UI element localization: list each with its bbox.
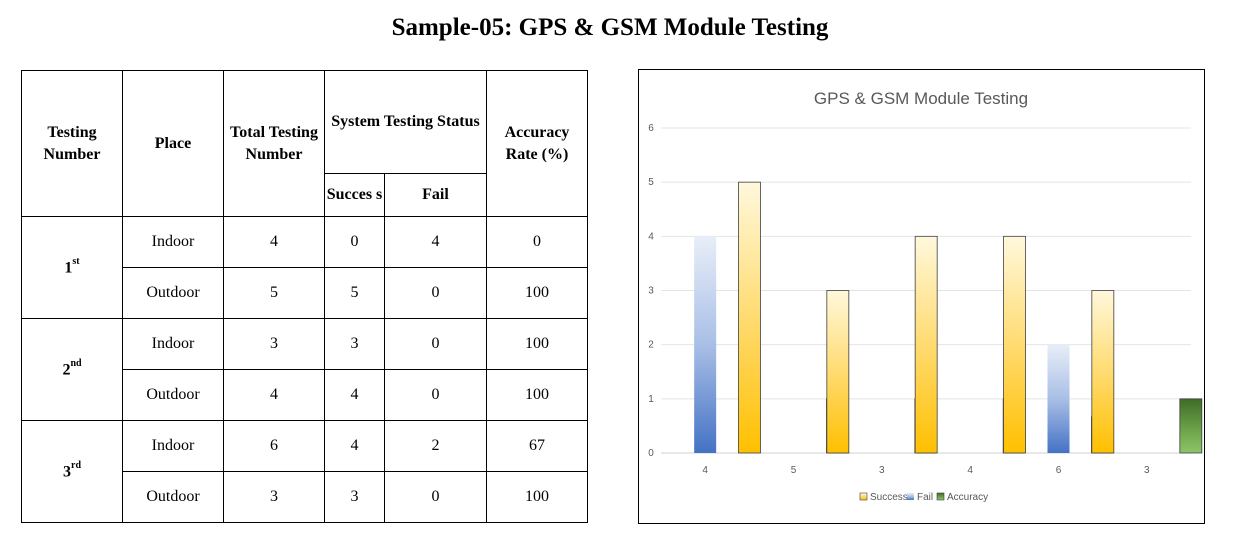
cell-success: 3 [324, 471, 385, 523]
legend-swatch [936, 492, 945, 501]
cell-place: Indoor [122, 216, 224, 268]
chart-title: GPS & GSM Module Testing [814, 89, 1028, 108]
cell-accuracy: 0 [486, 216, 588, 268]
testing-number-cell: 1st [21, 216, 123, 319]
y-tick-label: 4 [648, 231, 654, 242]
table-row: 1st Indoor 4 0 4 0 [21, 216, 588, 319]
cell-total: 3 [223, 471, 325, 523]
cell-accuracy: 100 [486, 471, 588, 523]
bar-accuracy [1179, 398, 1203, 454]
header-place: Place [122, 70, 224, 217]
cell-place: Indoor [122, 318, 224, 370]
x-tick-label: 6 [1056, 465, 1062, 476]
x-tick-label: 3 [879, 465, 885, 476]
cell-accuracy: 100 [486, 369, 588, 421]
bar-success [826, 290, 850, 454]
testing-number-suffix: st [72, 255, 80, 267]
cell-accuracy: 100 [486, 318, 588, 370]
testing-number: 3 [63, 463, 71, 481]
bar-success [914, 235, 938, 454]
cell-fail: 0 [384, 471, 487, 523]
header-system-testing-status: System Testing Status [324, 70, 487, 174]
y-tick-label: 0 [648, 448, 654, 459]
testing-number-cell: 2nd [21, 318, 123, 421]
cell-total: 5 [223, 267, 325, 319]
cell-place: Outdoor [122, 369, 224, 421]
header-accuracy-rate: Accuracy Rate (%) [486, 70, 588, 217]
cell-place: Outdoor [122, 267, 224, 319]
legend-item-fail: Fail [907, 492, 933, 503]
cell-place: Outdoor [122, 471, 224, 523]
y-tick-label: 1 [648, 394, 654, 405]
header-success: Succes s [324, 173, 385, 217]
testing-number-cell: 3rd [21, 420, 123, 523]
testing-results-table: Testing Number Place Total Testing Numbe… [21, 70, 588, 523]
bar-fail [1047, 344, 1070, 453]
table-row: Outdoor 3 3 0 100 [22, 471, 588, 523]
y-tick-label: 2 [648, 340, 654, 351]
bar-fail [694, 236, 717, 453]
table-row: 2nd Indoor 3 3 0 100 [21, 318, 588, 421]
legend-swatch [907, 493, 914, 500]
testing-number: 1 [64, 259, 73, 277]
cell-success: 0 [324, 216, 385, 268]
x-tick-label: 4 [702, 465, 708, 476]
header-testing-number: Testing Number [21, 70, 123, 217]
testing-number: 2 [62, 361, 71, 379]
cell-place: Indoor [122, 420, 224, 472]
cell-fail: 0 [384, 369, 487, 421]
legend-swatch [859, 492, 868, 501]
legend-label: Accuracy [947, 492, 988, 503]
y-tick-label: 3 [648, 286, 654, 297]
cell-success: 5 [324, 267, 385, 319]
bar-success [1091, 290, 1115, 454]
testing-number-suffix: nd [70, 357, 82, 369]
cell-accuracy: 67 [486, 420, 588, 472]
legend-item-success: Success [859, 492, 908, 503]
cell-total: 4 [223, 369, 325, 421]
cell-success: 4 [324, 369, 385, 421]
cell-success: 3 [324, 318, 385, 370]
cell-total: 4 [223, 216, 325, 268]
bar-success [738, 181, 761, 454]
cell-accuracy: 100 [486, 267, 588, 319]
legend-item-accuracy: Accuracy [936, 492, 988, 503]
table-row: 3rd Indoor 6 4 2 67 [21, 420, 588, 523]
header-fail: Fail [384, 173, 487, 217]
y-tick-label: 6 [648, 123, 654, 134]
document-title: Sample-05: GPS & GSM Module Testing [391, 14, 829, 41]
header-total-testing-number: Total Testing Number [223, 70, 325, 217]
cell-total: 3 [223, 318, 325, 370]
cell-fail: 2 [384, 420, 487, 472]
cell-fail: 4 [384, 216, 487, 268]
x-tick-label: 3 [1144, 465, 1150, 476]
bar-success [1003, 235, 1026, 454]
legend-label: Success [870, 492, 908, 503]
cell-fail: 0 [384, 267, 487, 319]
table-row: Outdoor 4 4 0 100 [22, 369, 588, 421]
table-row: Outdoor 5 5 0 100 [22, 267, 588, 319]
testing-number-suffix: rd [71, 459, 81, 471]
legend-label: Fail [917, 492, 933, 503]
cell-total: 6 [223, 420, 325, 472]
y-tick-label: 5 [648, 177, 654, 188]
x-tick-label: 5 [791, 465, 797, 476]
cell-fail: 0 [384, 318, 487, 370]
x-tick-label: 4 [967, 465, 973, 476]
cell-success: 4 [324, 420, 385, 472]
